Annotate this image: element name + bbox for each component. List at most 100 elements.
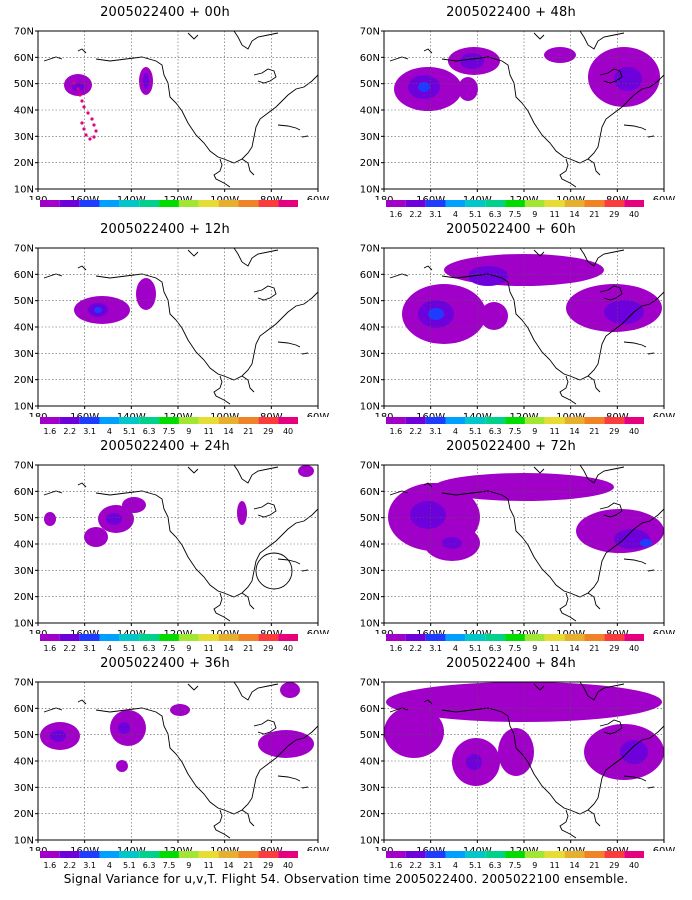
colorbar-label: 40 xyxy=(629,861,639,870)
colorbar-label: 40 xyxy=(283,210,293,219)
y-tick-label: 40N xyxy=(360,540,380,551)
colorbar-swatch xyxy=(238,851,259,858)
coastline-segment xyxy=(77,699,87,705)
colorbar-label: 4 xyxy=(453,644,458,653)
coastline-segment xyxy=(277,558,301,565)
x-tick-label: 60W xyxy=(307,412,330,417)
colorbar-swatch xyxy=(258,417,279,424)
colorbar-swatch xyxy=(604,851,625,858)
colorbar-label: 7.5 xyxy=(509,644,522,653)
colorbar-swatch xyxy=(584,851,605,858)
colorbar-swatch xyxy=(445,851,466,858)
colorbar-label: 4 xyxy=(453,861,458,870)
x-tick-label: 120W xyxy=(164,846,193,851)
colorbar-label: 1.6 xyxy=(44,210,57,219)
variance-contour xyxy=(588,740,608,748)
map-72h: 70N 60N 50N 40N 30N 20N 10N180 160W 140W 120W 100W… xyxy=(360,461,676,635)
y-tick-label: 50N xyxy=(14,296,34,307)
x-tick-label: 140W xyxy=(463,846,492,851)
coastline-segment xyxy=(559,375,577,405)
colorbar-60h: 1.6 2.2 3.1 4 5.1 6.3 7.5 9 11 14 21 29 40 xyxy=(386,417,644,436)
x-tick-label: 140W xyxy=(117,846,146,851)
coastline-segment xyxy=(187,32,199,40)
flight-track-dot xyxy=(92,135,96,139)
colorbar-swatch xyxy=(386,417,406,424)
colorbar-swatch xyxy=(544,851,565,858)
x-tick-label: 160W xyxy=(416,412,445,417)
flight-track-dot xyxy=(82,127,86,131)
x-tick-label: 100W xyxy=(210,629,239,634)
coastline-segment xyxy=(389,707,409,713)
colorbar-swatch xyxy=(139,417,160,424)
gridlines xyxy=(384,682,664,840)
colorbar-label: 1.6 xyxy=(390,427,403,436)
variance-contour xyxy=(410,501,446,529)
x-tick-label: 180 xyxy=(374,629,393,634)
map-24h: 70N 60N 50N 40N 30N 20N 10N180 160W 140W 120W 100W… xyxy=(14,461,330,635)
gridlines xyxy=(38,248,318,406)
colorbar-label: 1.6 xyxy=(390,861,403,870)
colorbar-label: 9 xyxy=(532,861,537,870)
y-tick-label: 40N xyxy=(360,106,380,117)
x-tick-label: 160W xyxy=(70,629,99,634)
colorbar-swatch xyxy=(258,634,279,641)
variance-contour xyxy=(118,722,130,734)
coastline-segment xyxy=(599,502,623,518)
colorbar-label: 21 xyxy=(243,210,253,219)
x-tick-label: 160W xyxy=(70,412,99,417)
colorbar-swatch xyxy=(159,851,179,858)
x-tick-label: 100W xyxy=(556,195,585,200)
coastline-segment xyxy=(441,707,664,815)
x-tick-label: 60W xyxy=(653,629,676,634)
colorbar-swatch xyxy=(604,634,625,641)
panel-title: 2005022400 + 60h xyxy=(446,222,576,237)
colorbar-label: 3.1 xyxy=(429,210,442,219)
coastline-segment xyxy=(277,124,301,131)
colorbar-swatch xyxy=(425,200,446,207)
coastline-segment xyxy=(559,592,577,622)
y-tick-label: 60N xyxy=(360,270,380,281)
colorbar-label: 5.1 xyxy=(469,210,482,219)
panel-60h: 2005022400 + 60h 70N 60N 50N 40N 30N 20N 10N18… xyxy=(346,222,676,437)
coastline-segment xyxy=(441,56,664,164)
coastline xyxy=(43,31,318,188)
colorbar-label: 9 xyxy=(186,644,191,653)
colorbar-swatch xyxy=(505,634,525,641)
colorbar-swatch xyxy=(278,417,298,424)
colorbar-swatch xyxy=(485,634,506,641)
colorbar-swatch xyxy=(119,200,140,207)
x-tick-label: 180 xyxy=(374,412,393,417)
colorbar-swatch xyxy=(624,634,644,641)
y-tick-label: 40N xyxy=(14,540,34,551)
colorbar-label: 29 xyxy=(609,210,619,219)
coastline-segment xyxy=(559,809,577,839)
coastline-segment xyxy=(579,31,625,50)
coastline-segment xyxy=(77,482,87,488)
map-12h: 70N 60N 50N 40N 30N 20N 10N180 160W 140W 120W 100W… xyxy=(14,244,330,418)
colorbar-swatch xyxy=(624,200,644,207)
colorbar-swatch xyxy=(238,417,259,424)
colorbar-swatch xyxy=(445,417,466,424)
colorbar-swatch xyxy=(278,634,298,641)
coastline-segment xyxy=(95,490,318,598)
variance-contour xyxy=(384,706,444,758)
map-plot-area: 70N 60N 50N 40N 30N 20N 10N180 160W 140W 120W 100W… xyxy=(14,27,330,201)
coastline-segment xyxy=(423,48,433,54)
flight-track-dot xyxy=(76,87,80,91)
coastline-segment xyxy=(623,775,647,782)
colorbar-label: 21 xyxy=(589,861,599,870)
variance-contour xyxy=(170,704,190,716)
colorbar-label: 11 xyxy=(204,644,214,653)
colorbar-label: 29 xyxy=(263,427,273,436)
y-tick-label: 60N xyxy=(14,53,34,64)
colorbar-swatch xyxy=(386,200,406,207)
y-tick-label: 20N xyxy=(14,809,34,820)
colorbar-swatch xyxy=(584,200,605,207)
x-tick-label: 120W xyxy=(510,629,539,634)
coastline xyxy=(43,248,318,405)
colorbar-swatch xyxy=(139,200,160,207)
variance-contour xyxy=(280,682,300,698)
y-tick-label: 10N xyxy=(360,619,380,630)
coastline-segment xyxy=(599,68,623,84)
colorbar-label: 21 xyxy=(589,210,599,219)
